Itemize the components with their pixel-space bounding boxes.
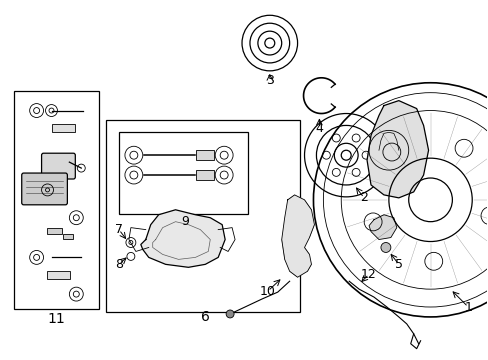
Text: 1: 1 (464, 301, 471, 314)
FancyBboxPatch shape (21, 173, 67, 205)
Bar (196, 150, 214, 160)
Bar (106, 121, 299, 312)
Text: 9: 9 (181, 215, 189, 228)
Bar (51, 125, 75, 132)
Bar (46, 271, 70, 279)
Bar (196, 170, 214, 180)
Text: 3: 3 (265, 74, 273, 87)
Text: 7: 7 (115, 223, 122, 236)
Polygon shape (366, 100, 427, 198)
Polygon shape (281, 195, 314, 277)
Text: 2: 2 (359, 192, 367, 204)
Text: 5: 5 (394, 258, 402, 271)
Text: 8: 8 (115, 258, 122, 271)
Circle shape (380, 243, 390, 252)
Polygon shape (368, 215, 396, 239)
Polygon shape (141, 210, 224, 267)
Text: 6: 6 (201, 310, 209, 324)
Text: 10: 10 (259, 285, 275, 298)
FancyBboxPatch shape (41, 153, 75, 179)
Circle shape (225, 310, 234, 318)
Text: 11: 11 (47, 312, 65, 326)
Bar (119, 132, 247, 214)
Bar (63, 234, 73, 239)
Bar (14, 91, 99, 309)
Text: 4: 4 (315, 122, 323, 135)
Text: 12: 12 (361, 268, 376, 281)
Bar (46, 228, 62, 234)
